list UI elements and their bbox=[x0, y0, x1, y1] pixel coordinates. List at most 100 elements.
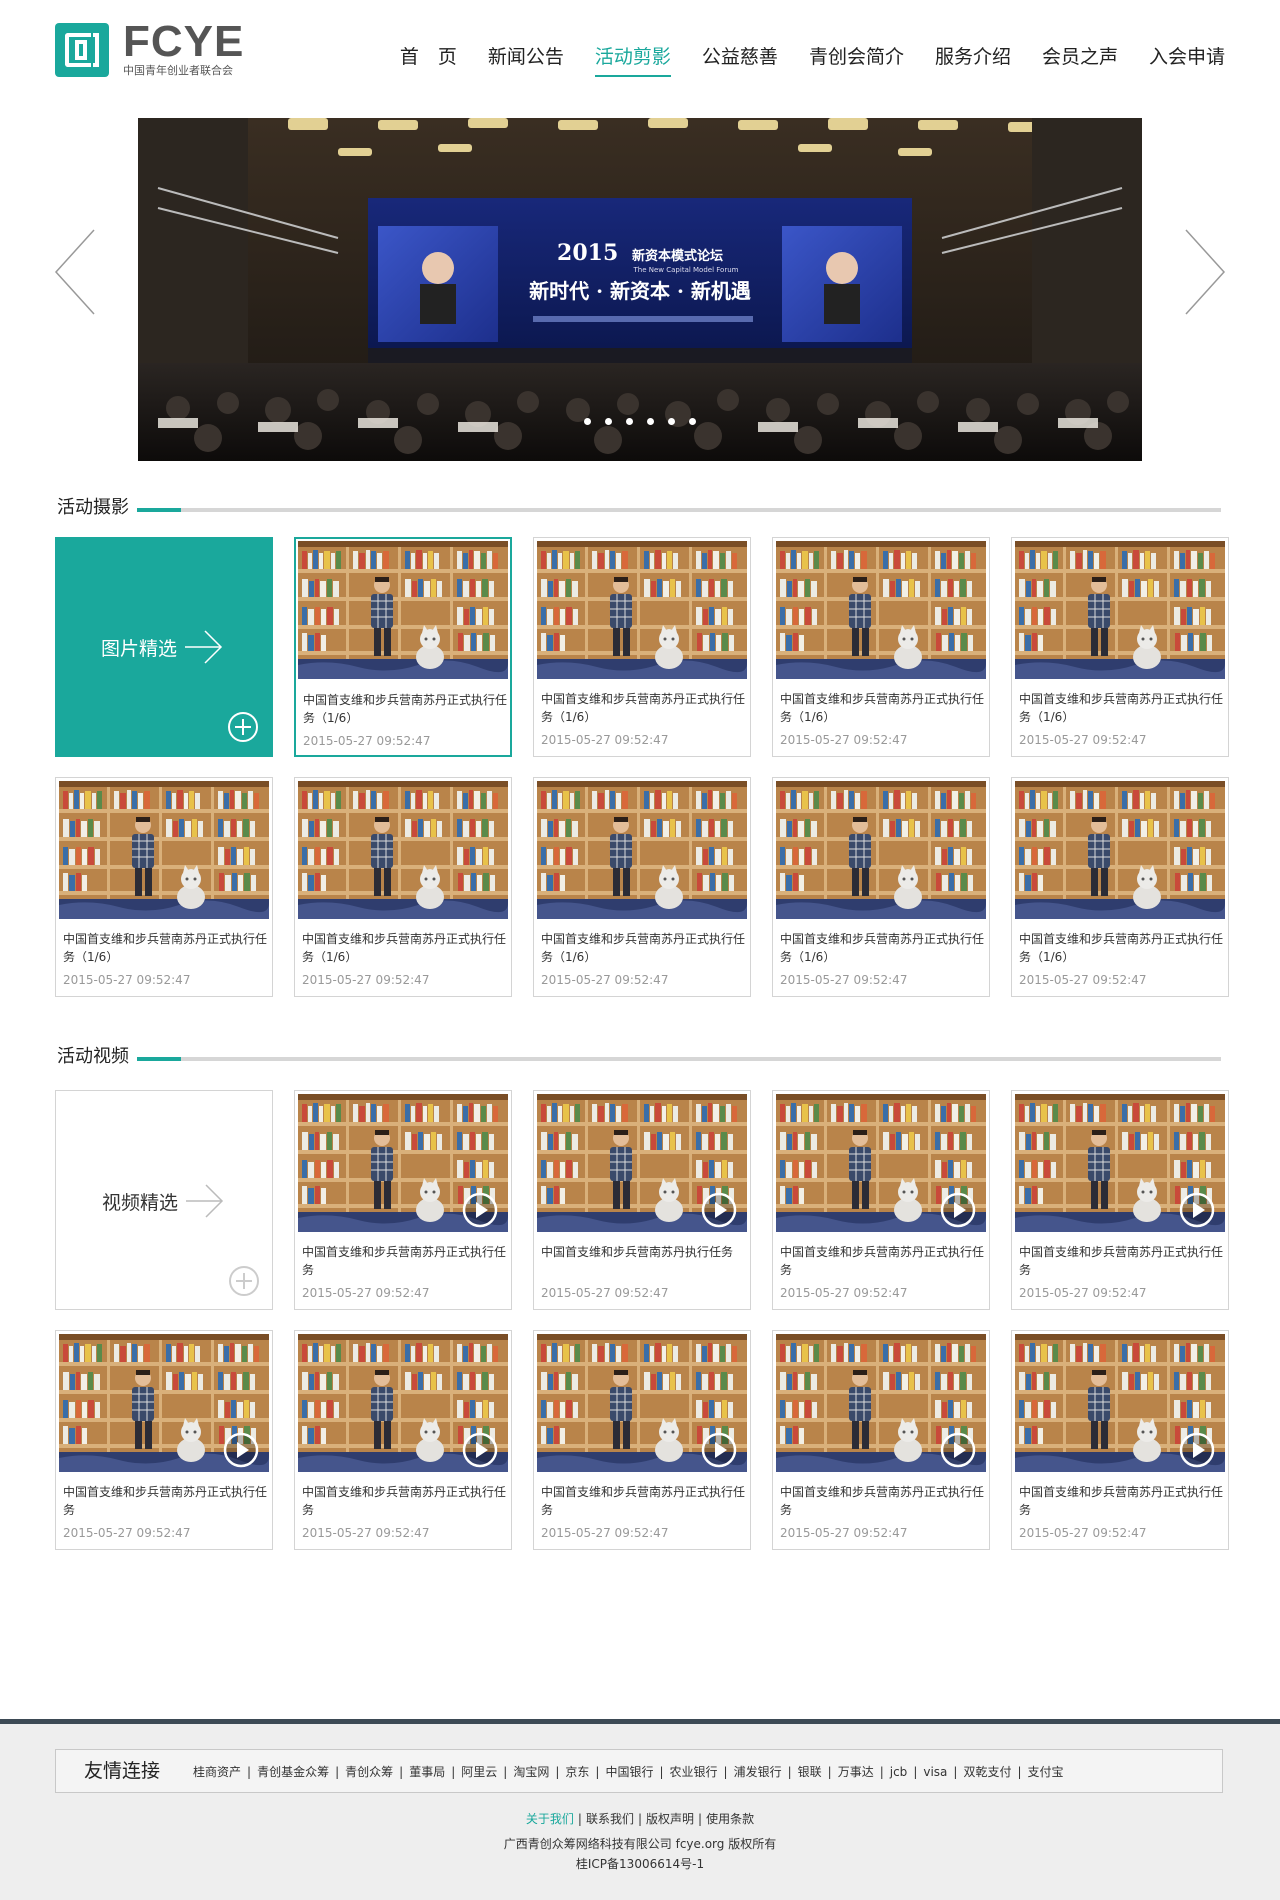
plus-circle-icon[interactable] bbox=[228, 1265, 260, 1297]
banner-dot[interactable] bbox=[626, 418, 633, 425]
banner-dot[interactable] bbox=[647, 418, 654, 425]
section-divider bbox=[137, 508, 1221, 512]
friend-link[interactable]: 桂商资产 bbox=[193, 1765, 242, 1779]
video-card[interactable]: 中国首支维和步兵营南苏丹正式执行任务 2015-05-27 09:52:47 bbox=[55, 1330, 273, 1550]
plus-circle-icon[interactable] bbox=[227, 711, 259, 743]
photo-card[interactable]: 中国首支维和步兵营南苏丹正式执行任务（1/6） 2015-05-27 09:52:… bbox=[294, 537, 512, 757]
nav-item[interactable]: 新闻公告 bbox=[487, 46, 564, 68]
friend-links-title: 友情连接 bbox=[84, 1760, 161, 1782]
friend-link[interactable]: 淘宝网 bbox=[513, 1765, 550, 1779]
photo-feature-tile[interactable]: 图片精选 bbox=[55, 537, 273, 757]
banner-prev-arrow[interactable] bbox=[54, 228, 98, 316]
video-card[interactable]: 中国首支维和步兵营南苏丹正式执行任务 2015-05-27 09:52:47 bbox=[1011, 1330, 1229, 1550]
nav-item[interactable]: 会员之声 bbox=[1041, 46, 1118, 68]
friend-link[interactable]: 京东 bbox=[565, 1765, 590, 1779]
card-title: 中国首支维和步兵营南苏丹正式执行任务（1/6） bbox=[302, 932, 507, 964]
nav-item[interactable]: 公益慈善 bbox=[701, 46, 778, 68]
footer-company: 广西青创众筹网络科技有限公司 fcye.org 版权所有 bbox=[503, 1837, 777, 1851]
photo-thumbnail bbox=[59, 781, 269, 919]
video-card[interactable]: 中国首支维和步兵营南苏丹执行任务 2015-05-27 09:52:47 bbox=[533, 1090, 751, 1310]
footer-link[interactable]: 版权声明 bbox=[646, 1812, 695, 1826]
video-thumbnail bbox=[776, 1094, 986, 1232]
nav-item[interactable]: 首 页 bbox=[399, 46, 457, 68]
banner-dot[interactable] bbox=[689, 418, 696, 425]
friend-link[interactable]: 支付宝 bbox=[1027, 1765, 1064, 1779]
banner-dot[interactable] bbox=[584, 418, 591, 425]
video-thumbnail bbox=[537, 1094, 747, 1232]
friend-link[interactable]: 银联 bbox=[797, 1765, 822, 1779]
friend-link[interactable]: 青创众筹 bbox=[345, 1765, 394, 1779]
video-card[interactable]: 中国首支维和步兵营南苏丹正式执行任务 2015-05-27 09:52:47 bbox=[294, 1330, 512, 1550]
link-separator: | bbox=[787, 1765, 792, 1779]
play-icon[interactable] bbox=[462, 1432, 498, 1468]
friend-links-box: 友情连接 桂商资产 | 青创基金众筹 | 青创众筹 | 董事局 | 阿里云 | 淘宝网 | 京东 | 中国银… bbox=[55, 1749, 1223, 1793]
photo-card[interactable]: 中国首支维和步兵营南苏丹正式执行任务（1/6） 2015-05-27 09:52:… bbox=[1011, 537, 1229, 757]
banner-dot[interactable] bbox=[605, 418, 612, 425]
video-feature-tile[interactable]: 视频精选 bbox=[55, 1090, 273, 1310]
site-logo[interactable]: FCYE 中国青年创业者联合会 bbox=[55, 17, 245, 78]
photo-thumbnail bbox=[298, 541, 508, 679]
section-divider-accent bbox=[137, 1057, 181, 1061]
logo-subtitle: 中国青年创业者联合会 bbox=[123, 64, 233, 77]
friend-link[interactable]: 浦发银行 bbox=[733, 1765, 782, 1779]
footer-link[interactable]: 关于我们 bbox=[525, 1812, 574, 1826]
video-card[interactable]: 中国首支维和步兵营南苏丹正式执行任务 2015-05-27 09:52:47 bbox=[294, 1090, 512, 1310]
video-thumbnail bbox=[298, 1334, 508, 1472]
friend-link[interactable]: 农业银行 bbox=[669, 1765, 718, 1779]
video-thumbnail bbox=[1015, 1094, 1225, 1232]
svg-text:2015 新资本模式论坛: 2015 新资本模式论坛 bbox=[557, 240, 723, 266]
video-card[interactable]: 中国首支维和步兵营南苏丹正式执行任务 2015-05-27 09:52:47 bbox=[533, 1330, 751, 1550]
card-title: 中国首支维和步兵营南苏丹正式执行任务（1/6） bbox=[780, 692, 985, 724]
friend-link[interactable]: 青创基金众筹 bbox=[257, 1765, 330, 1779]
video-thumbnail bbox=[298, 1094, 508, 1232]
card-title: 中国首支维和步兵营南苏丹正式执行任务 bbox=[1019, 1485, 1224, 1517]
play-icon[interactable] bbox=[940, 1192, 976, 1228]
video-card[interactable]: 中国首支维和步兵营南苏丹正式执行任务 2015-05-27 09:52:47 bbox=[772, 1330, 990, 1550]
photo-card[interactable]: 中国首支维和步兵营南苏丹正式执行任务（1/6） 2015-05-27 09:52:… bbox=[772, 537, 990, 757]
friend-link[interactable]: 中国银行 bbox=[605, 1765, 654, 1779]
friend-link[interactable]: visa bbox=[923, 1765, 948, 1779]
nav-item[interactable]: 入会申请 bbox=[1148, 46, 1225, 68]
nav-item[interactable]: 青创会简介 bbox=[808, 46, 904, 68]
photo-card[interactable]: 中国首支维和步兵营南苏丹正式执行任务（1/6） 2015-05-27 09:52:… bbox=[772, 777, 990, 997]
banner-photo: 2015 新资本模式论坛 The New Capital Model Forum… bbox=[138, 118, 1142, 461]
photo-thumbnail bbox=[1015, 781, 1225, 919]
card-title: 中国首支维和步兵营南苏丹正式执行任务（1/6） bbox=[1019, 932, 1224, 964]
photo-thumbnail bbox=[537, 541, 747, 679]
play-icon[interactable] bbox=[701, 1192, 737, 1228]
play-icon[interactable] bbox=[1179, 1432, 1215, 1468]
play-icon[interactable] bbox=[462, 1192, 498, 1228]
video-section-header: 活动视频 bbox=[55, 1045, 1223, 1073]
photo-card[interactable]: 中国首支维和步兵营南苏丹正式执行任务（1/6） 2015-05-27 09:52:… bbox=[294, 777, 512, 997]
nav-item[interactable]: 服务介绍 bbox=[934, 46, 1011, 68]
banner-pagination bbox=[584, 418, 710, 425]
card-date: 2015-05-27 09:52:47 bbox=[303, 734, 431, 748]
logo-title: FCYE bbox=[123, 17, 245, 66]
play-icon[interactable] bbox=[1179, 1192, 1215, 1228]
photo-card[interactable]: 中国首支维和步兵营南苏丹正式执行任务（1/6） 2015-05-27 09:52:… bbox=[55, 777, 273, 997]
photo-card[interactable]: 中国首支维和步兵营南苏丹正式执行任务（1/6） 2015-05-27 09:52:… bbox=[533, 777, 751, 997]
friend-link[interactable]: 阿里云 bbox=[461, 1765, 498, 1779]
card-title: 中国首支维和步兵营南苏丹正式执行任务（1/6） bbox=[303, 693, 508, 725]
feature-label: 图片精选 bbox=[101, 638, 178, 660]
card-title: 中国首支维和步兵营南苏丹正式执行任务 bbox=[780, 1485, 985, 1517]
footer-link[interactable]: 联系我们 bbox=[585, 1812, 634, 1826]
play-icon[interactable] bbox=[223, 1432, 259, 1468]
friend-link[interactable]: 双乾支付 bbox=[963, 1765, 1012, 1779]
video-card[interactable]: 中国首支维和步兵营南苏丹正式执行任务 2015-05-27 09:52:47 bbox=[772, 1090, 990, 1310]
play-icon[interactable] bbox=[940, 1432, 976, 1468]
photo-card[interactable]: 中国首支维和步兵营南苏丹正式执行任务（1/6） 2015-05-27 09:52:… bbox=[533, 537, 751, 757]
hero-banner[interactable]: 2015 新资本模式论坛 The New Capital Model Forum… bbox=[138, 118, 1142, 461]
nav-item[interactable]: 活动剪影 bbox=[594, 42, 671, 77]
play-icon[interactable] bbox=[701, 1432, 737, 1468]
footer-link[interactable]: 使用条款 bbox=[706, 1812, 755, 1826]
friend-link[interactable]: 万事达 bbox=[837, 1765, 874, 1779]
banner-dot[interactable] bbox=[668, 418, 675, 425]
banner-next-arrow[interactable] bbox=[1182, 228, 1226, 316]
friend-link[interactable]: jcb bbox=[889, 1765, 908, 1779]
link-separator: | bbox=[913, 1765, 918, 1779]
video-card[interactable]: 中国首支维和步兵营南苏丹正式执行任务 2015-05-27 09:52:47 bbox=[1011, 1090, 1229, 1310]
card-date: 2015-05-27 09:52:47 bbox=[302, 1286, 430, 1300]
friend-link[interactable]: 董事局 bbox=[409, 1765, 446, 1779]
photo-card[interactable]: 中国首支维和步兵营南苏丹正式执行任务（1/6） 2015-05-27 09:52:… bbox=[1011, 777, 1229, 997]
